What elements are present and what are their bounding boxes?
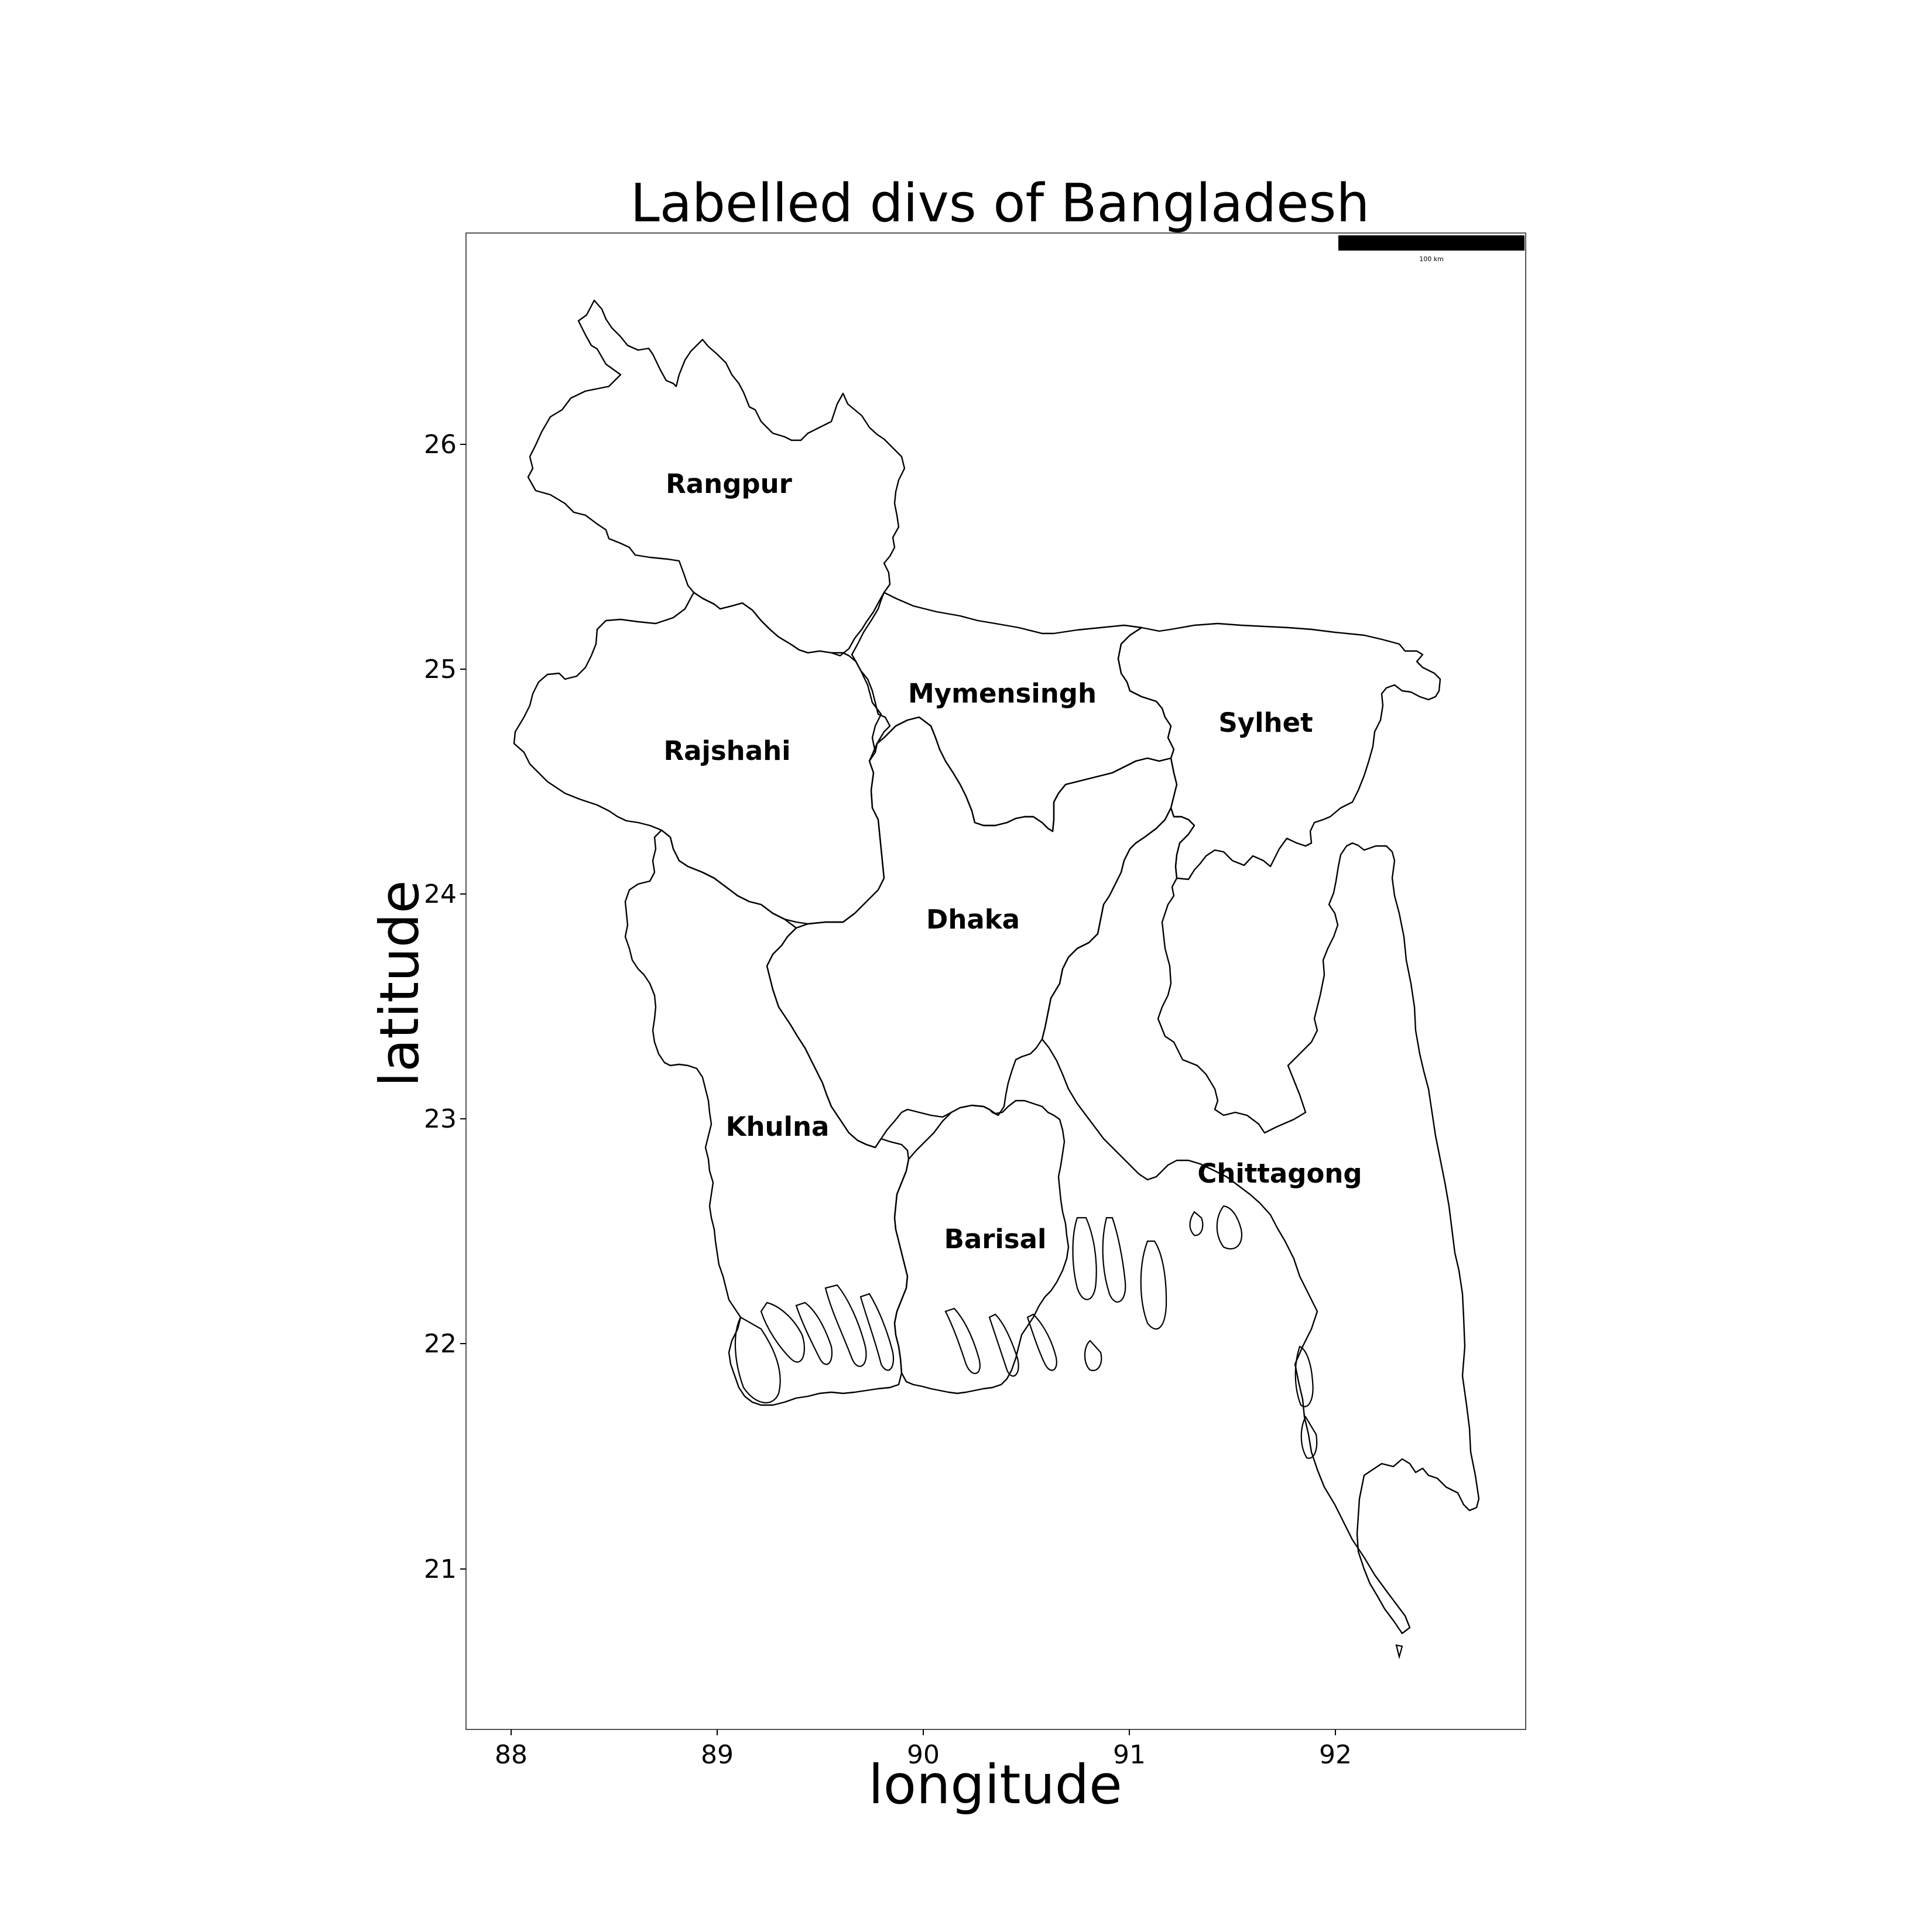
x-tick-label: 89 (701, 1740, 734, 1770)
y-axis-label: latitude (368, 881, 431, 1087)
chittagong-outline (1041, 807, 1480, 1635)
axes-frame (465, 232, 1526, 1730)
delta-islands (734, 1205, 1403, 1660)
x-tick-label: 92 (1319, 1740, 1352, 1770)
division-label-rajshahi: Rajshahi (663, 735, 790, 766)
y-tick-label: 25 (424, 655, 457, 684)
x-axis-label: longitude (868, 1753, 1122, 1816)
division-outlines (513, 299, 1480, 1635)
division-label-khulna: Khulna (726, 1111, 830, 1142)
division-label-rangpur: Rangpur (666, 468, 793, 499)
y-tick-label: 22 (424, 1329, 457, 1359)
x-tick-label: 90 (907, 1740, 940, 1770)
division-label-barisal: Barisal (944, 1224, 1047, 1255)
division-label-sylhet: Sylhet (1218, 707, 1313, 738)
khulna-outline (624, 829, 910, 1406)
rangpur-outline (527, 299, 906, 657)
barisal-outline (893, 1099, 1070, 1395)
division-label-chittagong: Chittagong (1197, 1158, 1362, 1189)
y-tick-label: 23 (424, 1104, 457, 1134)
division-label-dhaka: Dhaka (926, 904, 1020, 935)
y-tick-label: 24 (424, 879, 457, 909)
sylhet-outline (1117, 622, 1441, 881)
division-label-mymensingh: Mymensingh (908, 678, 1097, 709)
x-tick-label: 91 (1113, 1740, 1146, 1770)
map-title: Labelled divs of Bangladesh (631, 173, 1370, 234)
scale-bar-label: 100 km (1419, 255, 1444, 263)
x-tick-label: 88 (495, 1740, 527, 1770)
y-tick-label: 21 (424, 1554, 457, 1584)
mymensingh-outline (851, 591, 1175, 833)
y-tick-label: 26 (424, 430, 457, 460)
scale-bar (1338, 235, 1525, 251)
y-axis: 21 22 23 24 25 26 (424, 430, 466, 1584)
x-axis: 88 89 90 91 92 (495, 1729, 1352, 1770)
